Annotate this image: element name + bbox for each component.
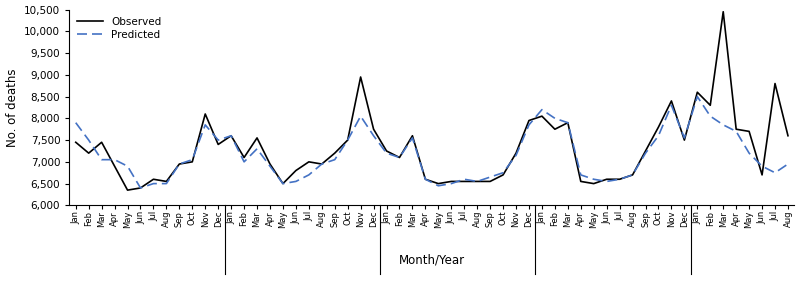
Legend: Observed, Predicted: Observed, Predicted: [74, 15, 163, 43]
Observed: [486, 180, 495, 183]
Observed: [122, 188, 132, 192]
Predicted: [524, 123, 534, 127]
Observed: [71, 140, 81, 144]
Predicted: [550, 117, 560, 120]
Predicted: [783, 162, 793, 166]
Observed: [628, 173, 638, 177]
Observed: [343, 138, 353, 142]
Y-axis label: No. of deaths: No. of deaths: [6, 68, 18, 147]
Line: Predicted: Predicted: [76, 97, 788, 188]
Line: Observed: Observed: [76, 12, 788, 190]
Observed: [783, 134, 793, 137]
Predicted: [84, 138, 94, 142]
X-axis label: Month/Year: Month/Year: [398, 253, 465, 266]
Observed: [550, 127, 560, 131]
Predicted: [343, 138, 353, 142]
Predicted: [628, 173, 638, 177]
Predicted: [486, 175, 495, 179]
Predicted: [136, 186, 146, 190]
Predicted: [71, 121, 81, 124]
Predicted: [693, 95, 702, 98]
Observed: [524, 119, 534, 122]
Observed: [84, 151, 94, 155]
Observed: [718, 10, 728, 14]
